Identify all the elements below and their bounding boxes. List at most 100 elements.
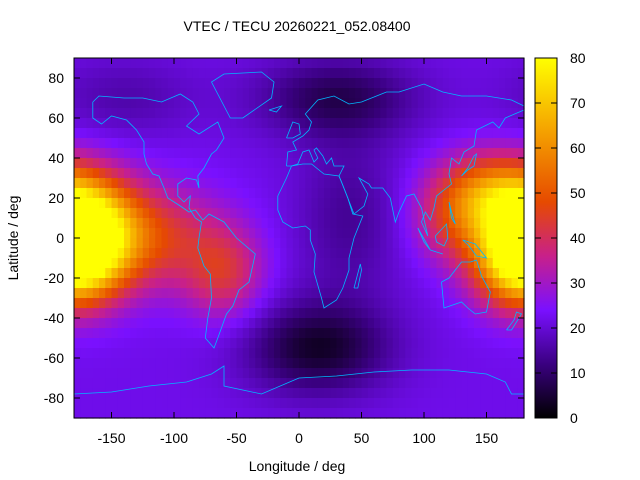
heatmap-cell bbox=[255, 268, 263, 279]
heatmap-cell bbox=[149, 318, 156, 329]
heatmap-cell bbox=[417, 378, 425, 389]
heatmap-cell bbox=[230, 388, 238, 399]
heatmap-cell bbox=[124, 278, 131, 289]
heatmap-cell bbox=[511, 248, 519, 259]
heatmap-cell bbox=[149, 248, 156, 259]
heatmap-cell bbox=[305, 298, 313, 309]
heatmap-cell bbox=[161, 68, 169, 79]
heatmap-cell bbox=[74, 108, 81, 119]
heatmap-cell bbox=[342, 98, 350, 109]
heatmap-cell bbox=[417, 168, 425, 179]
heatmap-cell bbox=[99, 68, 106, 79]
heatmap-cell bbox=[205, 58, 213, 69]
heatmap-cell bbox=[305, 68, 313, 79]
heatmap-cell bbox=[399, 338, 406, 349]
heatmap-cell bbox=[492, 238, 500, 249]
heatmap-cell bbox=[149, 348, 156, 359]
heatmap-cell bbox=[149, 338, 156, 349]
heatmap-cell bbox=[399, 268, 406, 279]
heatmap-cell bbox=[417, 288, 425, 299]
heatmap-cell bbox=[461, 118, 469, 129]
heatmap-cell bbox=[142, 298, 150, 309]
heatmap-cell bbox=[261, 138, 269, 149]
heatmap-cell bbox=[255, 228, 263, 239]
heatmap-cell bbox=[74, 58, 81, 69]
heatmap-cell bbox=[92, 68, 100, 79]
heatmap-cell bbox=[130, 308, 138, 319]
heatmap-cell bbox=[480, 128, 488, 139]
heatmap-cell bbox=[392, 408, 400, 419]
heatmap-cell bbox=[330, 198, 338, 209]
heatmap-cell bbox=[136, 398, 144, 409]
heatmap-cell bbox=[249, 338, 256, 349]
heatmap-cell bbox=[305, 198, 313, 209]
heatmap-cell bbox=[286, 168, 294, 179]
heatmap-cell bbox=[455, 288, 463, 299]
heatmap-cell bbox=[336, 298, 344, 309]
heatmap-cell bbox=[149, 238, 156, 249]
heatmap-cell bbox=[117, 168, 125, 179]
heatmap-cell bbox=[99, 338, 106, 349]
heatmap-cell bbox=[224, 78, 231, 89]
heatmap-cell bbox=[255, 58, 263, 69]
heatmap-cell bbox=[286, 78, 294, 89]
heatmap-cell bbox=[92, 318, 100, 329]
heatmap-cell bbox=[130, 298, 138, 309]
heatmap-cell bbox=[99, 178, 106, 189]
heatmap-cell bbox=[467, 128, 475, 139]
heatmap-cell bbox=[292, 158, 300, 169]
heatmap-cell bbox=[236, 348, 244, 359]
heatmap-cell bbox=[511, 158, 519, 169]
heatmap-cell bbox=[361, 68, 369, 79]
heatmap-cell bbox=[211, 378, 219, 389]
heatmap-cell bbox=[399, 318, 406, 329]
heatmap-cell bbox=[467, 318, 475, 329]
heatmap-cell bbox=[74, 128, 81, 139]
heatmap-cell bbox=[199, 198, 206, 209]
heatmap-cell bbox=[261, 118, 269, 129]
heatmap-cell bbox=[230, 378, 238, 389]
heatmap-cell bbox=[399, 178, 406, 189]
heatmap-cell bbox=[192, 178, 200, 189]
heatmap-cell bbox=[392, 158, 400, 169]
heatmap-cell bbox=[86, 318, 94, 329]
heatmap-cell bbox=[224, 88, 231, 99]
heatmap-cell bbox=[180, 388, 188, 399]
heatmap-cell bbox=[461, 378, 469, 389]
heatmap-cell bbox=[292, 58, 300, 69]
heatmap-cell bbox=[242, 368, 250, 379]
heatmap-cell bbox=[192, 408, 200, 419]
heatmap-cell bbox=[505, 408, 513, 419]
heatmap-cell bbox=[305, 128, 313, 139]
heatmap-cell bbox=[136, 118, 144, 129]
heatmap-cell bbox=[305, 248, 313, 259]
heatmap-cell bbox=[211, 268, 219, 279]
heatmap-cell bbox=[317, 68, 325, 79]
heatmap-cell bbox=[386, 158, 394, 169]
heatmap-cell bbox=[411, 208, 419, 219]
heatmap-cell bbox=[330, 358, 338, 369]
heatmap-cell bbox=[80, 368, 88, 379]
heatmap-cell bbox=[467, 338, 475, 349]
heatmap-cell bbox=[492, 318, 500, 329]
heatmap-cell bbox=[367, 118, 375, 129]
heatmap-cell bbox=[355, 268, 363, 279]
heatmap-cell bbox=[342, 228, 350, 239]
y-tick-label: -60 bbox=[44, 350, 64, 366]
heatmap-cell bbox=[380, 208, 388, 219]
heatmap-cell bbox=[217, 368, 225, 379]
heatmap-cell bbox=[449, 248, 456, 259]
heatmap-cell bbox=[217, 298, 225, 309]
heatmap-cell bbox=[86, 328, 94, 339]
heatmap-cell bbox=[517, 388, 525, 399]
heatmap-cell bbox=[405, 208, 413, 219]
heatmap-cell bbox=[236, 258, 244, 269]
heatmap-cell bbox=[424, 128, 431, 139]
heatmap-cell bbox=[480, 288, 488, 299]
heatmap-cell bbox=[405, 158, 413, 169]
heatmap-cell bbox=[336, 278, 344, 289]
heatmap-cell bbox=[136, 328, 144, 339]
heatmap-cell bbox=[374, 68, 381, 79]
heatmap-cell bbox=[442, 408, 450, 419]
heatmap-cell bbox=[399, 218, 406, 229]
